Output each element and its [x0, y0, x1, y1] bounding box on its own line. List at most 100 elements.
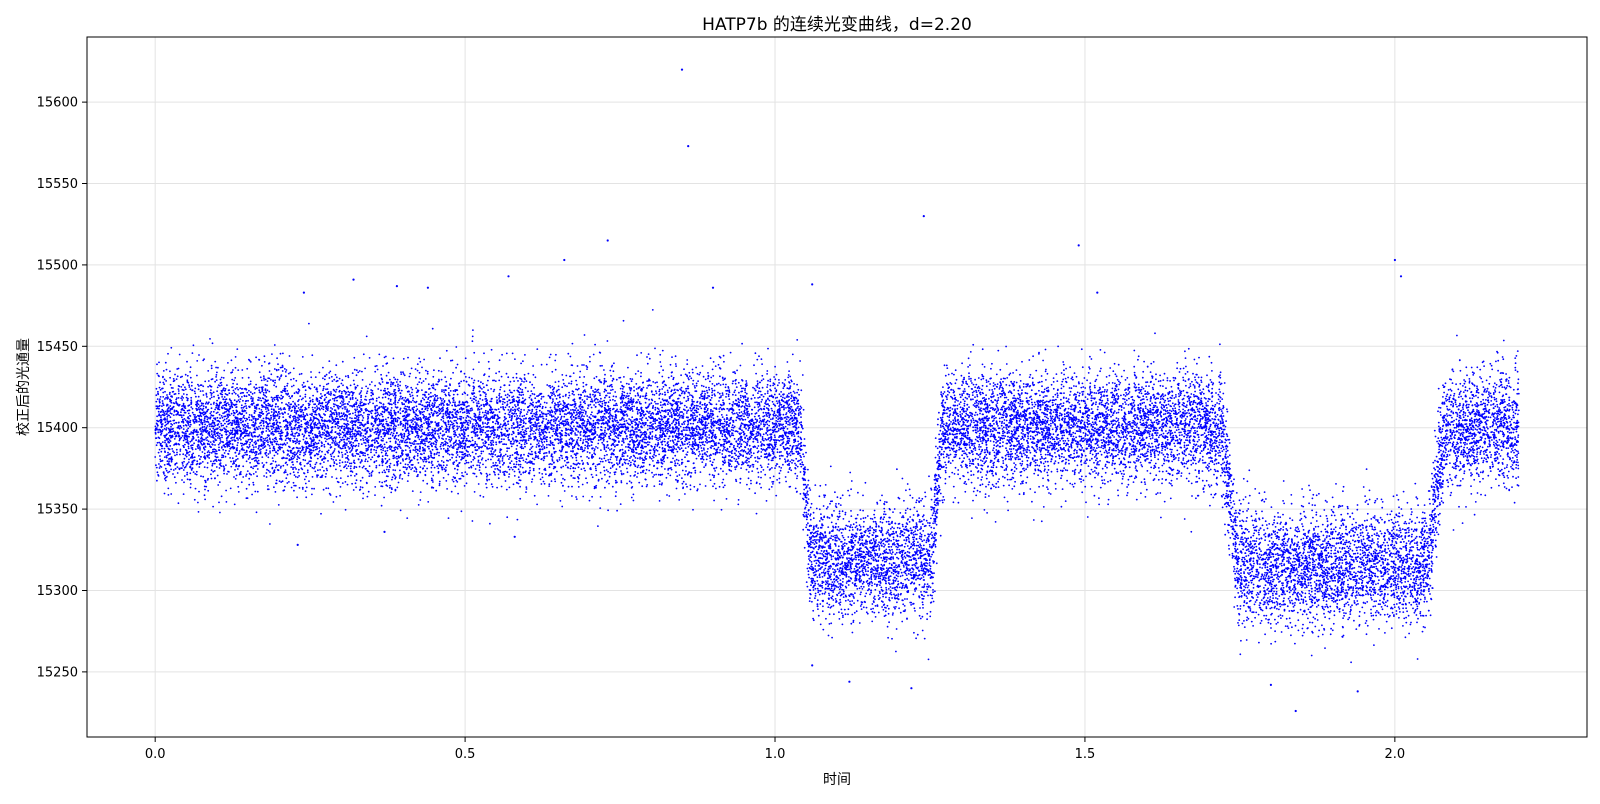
data-point	[412, 389, 414, 391]
data-point	[1465, 455, 1467, 457]
data-point	[1424, 504, 1426, 506]
data-point	[358, 445, 360, 447]
data-point	[156, 467, 158, 469]
data-point	[298, 475, 300, 477]
data-point	[580, 417, 582, 419]
data-point	[879, 591, 881, 593]
data-point	[1445, 442, 1447, 444]
data-point	[1178, 472, 1180, 474]
data-point	[1080, 436, 1082, 438]
data-point	[1029, 450, 1031, 452]
data-point	[1101, 445, 1103, 447]
data-point	[851, 480, 853, 482]
data-point	[506, 489, 508, 491]
data-point	[293, 419, 295, 421]
data-point	[1255, 518, 1257, 520]
data-point	[432, 383, 434, 385]
data-point	[988, 398, 990, 400]
data-point	[1020, 448, 1022, 450]
data-point	[890, 528, 892, 530]
data-point	[535, 423, 537, 425]
data-point	[988, 495, 990, 497]
data-point	[790, 451, 792, 453]
data-point	[1326, 518, 1328, 520]
data-point	[573, 471, 575, 473]
data-point	[860, 591, 862, 593]
data-point	[1220, 409, 1222, 411]
data-point	[363, 439, 365, 441]
data-point	[1125, 392, 1127, 394]
data-point	[664, 468, 666, 470]
data-point	[865, 593, 867, 595]
data-point	[164, 379, 166, 381]
data-point	[1183, 457, 1185, 459]
data-point	[1009, 385, 1011, 387]
data-point	[698, 374, 700, 376]
data-point	[1147, 448, 1149, 450]
data-point	[1194, 376, 1196, 378]
data-point	[1429, 518, 1431, 520]
data-point	[211, 407, 213, 409]
data-point	[495, 372, 497, 374]
data-point	[434, 467, 436, 469]
data-point	[1392, 538, 1394, 540]
data-point	[222, 398, 224, 400]
data-point	[1126, 486, 1128, 488]
data-point	[623, 418, 625, 420]
data-point	[1419, 613, 1421, 615]
data-point	[943, 457, 945, 459]
data-point	[600, 398, 602, 400]
data-point	[1450, 492, 1452, 494]
data-point	[1007, 479, 1009, 481]
data-point	[1150, 473, 1152, 475]
data-point	[1411, 511, 1413, 513]
data-point	[1292, 594, 1294, 596]
data-point	[1455, 475, 1457, 477]
data-point	[619, 419, 621, 421]
data-point	[863, 521, 865, 523]
data-point	[599, 392, 601, 394]
data-point	[546, 455, 548, 457]
data-point	[522, 397, 524, 399]
data-point	[1115, 450, 1117, 452]
data-point	[1500, 455, 1502, 457]
data-point	[582, 496, 584, 498]
data-point	[1451, 417, 1453, 419]
data-point	[782, 464, 784, 466]
data-point	[1476, 385, 1478, 387]
data-point	[1004, 477, 1006, 479]
data-point	[439, 404, 441, 406]
data-point	[1469, 380, 1471, 382]
data-point	[876, 573, 878, 575]
data-point	[1234, 568, 1236, 570]
data-point	[1151, 443, 1153, 445]
data-point	[1061, 453, 1063, 455]
data-point	[1222, 459, 1224, 461]
data-point	[610, 467, 612, 469]
data-point	[1442, 480, 1444, 482]
data-point	[1435, 529, 1437, 531]
data-point	[804, 438, 806, 440]
data-point	[1034, 491, 1036, 493]
data-point	[1160, 517, 1162, 519]
data-point	[202, 424, 204, 426]
data-point	[372, 428, 374, 430]
data-point	[1177, 454, 1179, 456]
data-point	[977, 458, 979, 460]
data-point	[1158, 436, 1160, 438]
data-point	[851, 614, 853, 616]
data-point	[970, 378, 972, 380]
data-point	[258, 408, 260, 410]
data-point	[1029, 488, 1031, 490]
data-point	[1089, 460, 1091, 462]
data-point	[845, 600, 847, 602]
data-point	[589, 356, 591, 358]
data-point	[684, 456, 686, 458]
data-point	[971, 382, 973, 384]
data-point	[1223, 449, 1225, 451]
data-point	[513, 463, 515, 465]
data-point	[570, 416, 572, 418]
data-point	[1479, 446, 1481, 448]
data-point	[1245, 587, 1247, 589]
data-point	[808, 577, 810, 579]
